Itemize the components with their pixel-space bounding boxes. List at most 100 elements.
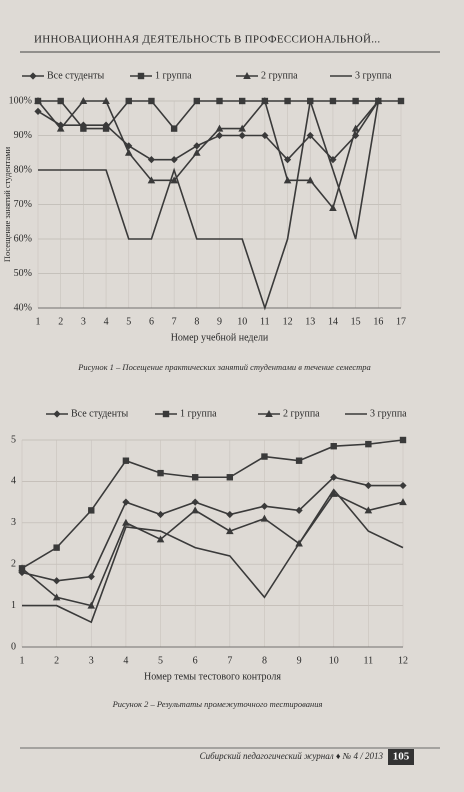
x-tick-label: 17: [396, 316, 406, 327]
x-tick-label: 2: [58, 316, 63, 327]
series-line: [38, 100, 380, 311]
y-tick-label: 3: [11, 517, 16, 528]
data-point: [191, 474, 199, 481]
x-tick-label: 3: [81, 316, 86, 327]
data-point: [170, 125, 178, 132]
data-point: [329, 97, 337, 105]
data-point: [156, 535, 165, 543]
y-tick-label: 90%: [14, 130, 32, 141]
legend-label: 1 группа: [155, 70, 192, 81]
data-point: [191, 498, 199, 506]
data-point: [193, 142, 201, 150]
legend-label: 2 группа: [283, 408, 320, 419]
legend-label: 2 группа: [261, 70, 298, 81]
page-number-box: [388, 749, 414, 765]
data-point: [226, 510, 234, 519]
data-point: [87, 573, 95, 581]
legend-marker: [137, 72, 145, 80]
x-tick-label: 15: [351, 316, 361, 327]
data-point: [215, 124, 224, 132]
y-tick-label: 80%: [14, 164, 32, 175]
data-point: [306, 176, 315, 184]
y-axis-title: Посещение занятий студентами: [2, 146, 12, 262]
data-point: [399, 498, 407, 506]
data-point: [193, 97, 201, 105]
x-tick-label: 5: [126, 316, 131, 327]
data-point: [261, 97, 269, 104]
x-tick-label: 4: [104, 316, 109, 327]
data-point: [261, 453, 268, 460]
x-tick-label: 5: [158, 655, 163, 666]
legend-label: 3 группа: [355, 70, 392, 81]
data-point: [57, 97, 64, 105]
data-point: [226, 527, 234, 535]
figure-caption: Рисунок 2 – Результаты промежуточного те…: [112, 699, 323, 709]
y-tick-label: 2: [11, 558, 16, 569]
data-point: [147, 156, 156, 164]
data-point: [399, 436, 407, 444]
data-point: [351, 124, 360, 132]
journal-name: Сибирский педагогический журнал ♦ № 4 / …: [200, 751, 384, 761]
x-axis-title: Номер учебной недели: [171, 332, 269, 343]
data-point: [34, 107, 42, 115]
data-point: [352, 97, 359, 105]
x-tick-label: 12: [283, 316, 293, 327]
data-point: [215, 131, 224, 140]
data-point: [147, 176, 156, 184]
data-point: [122, 498, 130, 506]
series-line: [37, 99, 379, 210]
figure-caption: Рисунок 1 – Посещение практических занят…: [77, 362, 371, 372]
x-tick-label: 9: [217, 316, 222, 327]
data-point: [261, 131, 269, 140]
data-point: [157, 469, 164, 477]
data-point: [88, 507, 95, 514]
legend-label: Все студенты: [71, 408, 128, 419]
x-tick-label: 6: [193, 655, 198, 666]
data-point: [365, 440, 372, 448]
data-point: [260, 514, 269, 522]
data-point: [283, 176, 292, 184]
page-number: 105: [393, 751, 410, 763]
data-point: [238, 124, 246, 132]
y-tick-label: 70%: [14, 199, 32, 210]
data-point: [122, 457, 130, 464]
data-point: [148, 97, 155, 105]
x-tick-label: 1: [36, 316, 41, 327]
data-point: [330, 473, 338, 481]
x-tick-label: 1: [20, 655, 25, 666]
x-tick-label: 11: [260, 316, 270, 327]
running-header: ИННОВАЦИОННАЯ ДЕЯТЕЛЬНОСТЬ В ПРОФЕССИОНА…: [34, 34, 380, 46]
data-point: [170, 156, 178, 164]
y-tick-label: 60%: [14, 233, 32, 244]
data-point: [53, 577, 61, 585]
legend-marker: [265, 410, 273, 417]
x-tick-label: 9: [297, 655, 302, 666]
data-point: [125, 97, 132, 105]
y-tick-label: 5: [11, 434, 16, 445]
data-point: [87, 601, 96, 609]
y-tick-label: 4: [11, 476, 16, 487]
data-point: [216, 97, 223, 105]
data-point: [295, 457, 303, 464]
data-point: [399, 481, 407, 490]
data-point: [330, 443, 337, 450]
x-axis-title: Номер темы тестового контроля: [144, 671, 281, 682]
legend-label: 3 группа: [370, 408, 407, 419]
legend-label: 1 группа: [180, 408, 217, 419]
data-point: [102, 97, 110, 104]
data-point: [260, 502, 269, 510]
legend-marker: [162, 410, 170, 418]
x-tick-label: 10: [329, 655, 339, 666]
x-tick-label: 11: [364, 655, 374, 666]
x-tick-label: 8: [194, 316, 199, 327]
series-line: [21, 476, 403, 582]
data-point: [52, 593, 61, 601]
legend-marker: [243, 72, 251, 79]
data-point: [102, 125, 110, 132]
data-point: [374, 97, 383, 104]
y-tick-label: 100%: [9, 95, 32, 106]
data-point: [238, 131, 246, 140]
data-point: [329, 203, 337, 211]
